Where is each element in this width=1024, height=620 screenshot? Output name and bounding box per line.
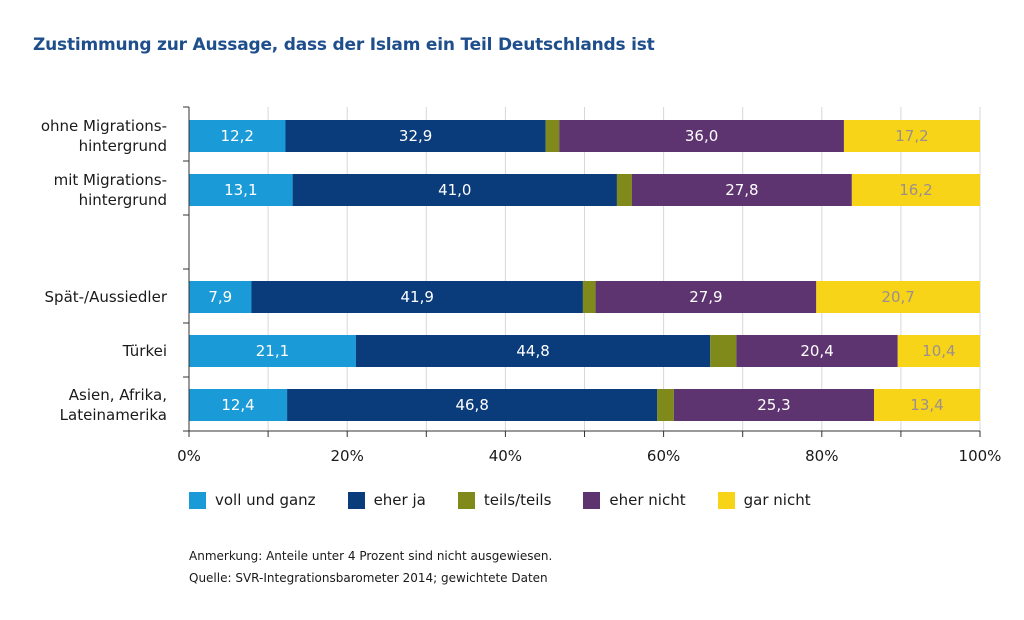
data-label: 41,0 <box>438 181 471 199</box>
data-label: 25,3 <box>757 396 790 414</box>
bar-segment <box>631 174 852 206</box>
x-tick-label: 80% <box>805 447 838 465</box>
data-label: 20,7 <box>881 288 914 306</box>
x-tick-label: 100% <box>959 447 1002 465</box>
bar-segment <box>292 174 617 206</box>
legend-swatch <box>189 491 206 509</box>
bar-segment <box>251 281 583 313</box>
category-label: ohne Migrations- <box>41 117 167 135</box>
x-tick-label: 20% <box>331 447 364 465</box>
footnotes: Anmerkung: Anteile unter 4 Prozent sind … <box>189 545 552 589</box>
data-label: 41,9 <box>401 288 434 306</box>
legend-label: eher ja <box>373 491 426 509</box>
x-tick-label: 60% <box>647 447 680 465</box>
data-label: 12,4 <box>221 396 254 414</box>
data-label: 7,9 <box>208 288 232 306</box>
category-labels: ohne Migrations-hintergrund mit Migration… <box>41 117 168 424</box>
bar-segments: 12,2 32,9 36,0 17,2 13,1 41,0 27,8 16,2 7,9 41,9 2… <box>189 120 980 421</box>
data-label: 27,9 <box>689 288 722 306</box>
bar-segment <box>545 120 560 152</box>
legend-item: eher nicht <box>583 491 686 509</box>
gridlines <box>267 107 981 431</box>
category-label: Spät-/Aussiedler <box>45 288 168 306</box>
data-label: 13,4 <box>910 396 943 414</box>
data-label: 44,8 <box>516 342 549 360</box>
bar-segment <box>189 389 288 421</box>
category-label: hintergrund <box>79 191 167 209</box>
note-source: Quelle: SVR-Integrationsbarometer 2014; … <box>189 571 548 585</box>
bar-segment <box>189 174 293 206</box>
axes <box>183 106 981 437</box>
bar-segment <box>285 120 546 152</box>
legend-item: teils/teils <box>457 491 552 509</box>
data-label: 36,0 <box>685 127 718 145</box>
category-label: Lateinamerika <box>60 406 167 424</box>
data-label: 16,2 <box>899 181 932 199</box>
bar-segment <box>816 281 980 313</box>
legend-swatch <box>457 491 475 509</box>
bar-segment <box>843 120 980 152</box>
legend: voll und ganz eher ja teils/teils eher nich… <box>189 491 843 509</box>
category-label: hintergrund <box>79 137 167 155</box>
note-remark: Anmerkung: Anteile unter 4 Prozent sind … <box>189 549 553 563</box>
legend-swatch <box>347 491 365 509</box>
bar-segment <box>189 281 252 313</box>
data-label: 46,8 <box>455 396 488 414</box>
chart-title: Zustimmung zur Aussage, dass der Islam e… <box>33 35 655 55</box>
legend-item: voll und ganz <box>189 491 316 509</box>
legend-item: eher ja <box>347 491 426 509</box>
bar-segment <box>559 120 844 152</box>
category-label: Türkei <box>122 342 167 360</box>
bar-segment <box>897 335 980 367</box>
bar-segment <box>710 335 737 367</box>
bar-segment <box>595 281 817 313</box>
bar-segment <box>657 389 674 421</box>
x-tick-label: 40% <box>489 447 522 465</box>
data-label: 20,4 <box>800 342 833 360</box>
data-label: 13,1 <box>224 181 257 199</box>
bar-segment <box>616 174 632 206</box>
legend-label: teils/teils <box>483 491 552 509</box>
data-label: 10,4 <box>922 342 955 360</box>
x-tick-labels: 0% 20% 40% 60% 80% 100% <box>177 447 1001 465</box>
legend-label: gar nicht <box>743 491 811 509</box>
bar-segment <box>287 389 658 421</box>
category-label: mit Migrations- <box>54 171 167 189</box>
bar-segment <box>736 335 898 367</box>
x-tick-label: 0% <box>177 447 201 465</box>
legend-swatch <box>717 491 735 509</box>
bar-segment <box>189 335 356 367</box>
bar-segment <box>355 335 711 367</box>
legend-label: voll und ganz <box>215 491 316 509</box>
data-label: 12,2 <box>221 127 254 145</box>
category-label: Asien, Afrika, <box>69 386 167 404</box>
data-label: 21,1 <box>256 342 289 360</box>
bar-segment <box>874 389 980 421</box>
data-label: 17,2 <box>895 127 928 145</box>
legend-swatch <box>583 491 601 509</box>
bar-segment <box>189 120 286 152</box>
legend-item: gar nicht <box>717 491 811 509</box>
legend-label: eher nicht <box>609 491 686 509</box>
bar-segment <box>851 174 980 206</box>
stacked-bar-chart: 12,2 32,9 36,0 17,2 13,1 41,0 27,8 16,2 7,9 41,9 2… <box>41 106 1001 465</box>
bar-segment <box>673 389 875 421</box>
bar-segment <box>582 281 596 313</box>
data-label: 32,9 <box>399 127 432 145</box>
data-label: 27,8 <box>725 181 758 199</box>
